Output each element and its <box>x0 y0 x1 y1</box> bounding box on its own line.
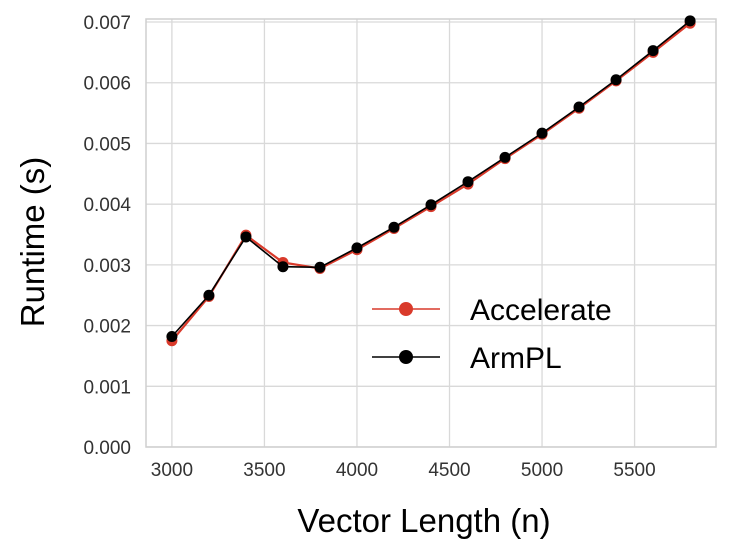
data-point-armpl <box>351 242 363 254</box>
data-point-armpl <box>166 331 178 343</box>
grid-lines <box>146 19 716 448</box>
data-point-armpl <box>462 176 474 188</box>
legend: Accelerate ArmPL <box>372 294 612 375</box>
data-point-armpl <box>610 74 622 86</box>
data-point-armpl <box>277 261 289 273</box>
legend-marker-armpl <box>399 350 413 364</box>
y-tick-label: 0.002 <box>83 317 131 338</box>
data-point-armpl <box>203 289 215 301</box>
x-tick-label: 4000 <box>336 460 378 481</box>
plot-frame <box>145 18 717 448</box>
series-accelerate <box>166 17 696 347</box>
y-tick-labels: 0.000 0.001 0.002 0.003 0.004 0.005 0.006 0.007 <box>83 13 131 459</box>
data-point-armpl <box>536 127 548 139</box>
y-tick-label: 0.003 <box>83 256 131 277</box>
series-line-accelerate <box>171 22 691 342</box>
series-line-armpl <box>171 20 691 338</box>
x-axis-label: Vector Length (n) <box>297 502 550 539</box>
legend-label-accelerate: Accelerate <box>470 294 612 327</box>
y-tick-label: 0.001 <box>83 377 131 398</box>
legend-marker-accelerate <box>399 302 413 316</box>
data-point-armpl <box>314 261 326 273</box>
data-point-armpl <box>684 15 696 27</box>
y-tick-label: 0.005 <box>83 134 131 155</box>
data-point-armpl <box>240 231 252 243</box>
series-armpl <box>166 15 696 343</box>
x-tick-label: 3500 <box>243 460 285 481</box>
x-tick-label: 4500 <box>428 460 470 481</box>
legend-label-armpl: ArmPL <box>470 342 562 375</box>
y-tick-label: 0.004 <box>83 195 131 216</box>
y-tick-label: 0.006 <box>83 74 131 95</box>
y-tick-label: 0.000 <box>83 438 131 459</box>
y-axis-label: Runtime (s) <box>14 157 51 328</box>
x-tick-label: 5000 <box>521 460 563 481</box>
data-point-armpl <box>425 199 437 211</box>
y-tick-label: 0.007 <box>83 13 131 34</box>
x-tick-label: 3000 <box>151 460 193 481</box>
x-tick-labels: 3000 3500 4000 4500 5000 5500 <box>151 460 656 481</box>
series-layer <box>166 15 696 347</box>
data-point-armpl <box>388 221 400 233</box>
x-tick-label: 5500 <box>613 460 655 481</box>
data-point-armpl <box>499 151 511 163</box>
data-point-armpl <box>573 101 585 113</box>
data-point-armpl <box>647 45 659 57</box>
